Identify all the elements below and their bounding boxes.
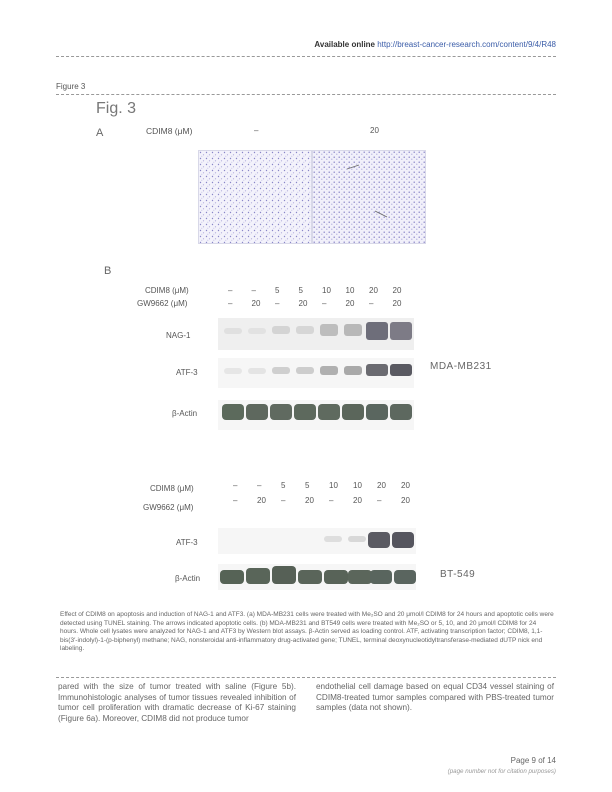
available-online-label: Available online	[314, 40, 375, 49]
panel-b-lane-gw-value: –	[369, 299, 374, 308]
actin-bands	[220, 566, 416, 584]
panel-c-lane-gw-value: –	[329, 496, 334, 505]
article-url-link[interactable]: http://breast-cancer-research.com/conten…	[377, 40, 556, 49]
panel-b-lane-cdim-value: 5	[275, 286, 280, 295]
apoptosis-arrow-icon	[374, 210, 388, 218]
panel-c-lane-gw-value: 20	[305, 496, 314, 505]
tunel-image-control	[198, 150, 312, 244]
panel-c-lane-gw-value: –	[377, 496, 382, 505]
caption-divider	[56, 677, 556, 678]
panel-b-lane-cdim-value: 5	[298, 286, 303, 295]
panel-a-letter: A	[96, 127, 104, 139]
panel-b-lane-cdim-value: –	[228, 286, 233, 295]
panel-b-blot-label-nag1: NAG-1	[166, 331, 191, 340]
atf3-bands	[224, 364, 412, 376]
header-divider	[56, 56, 556, 57]
panel-c-lane-gw-value: 20	[257, 496, 266, 505]
panel-b-gw-label: GW9662 (μM)	[137, 299, 188, 308]
panel-b-lane-gw-value: 20	[251, 299, 261, 308]
panel-c-lane-cdim-value: –	[257, 481, 262, 490]
panel-a-condition-control: –	[254, 126, 259, 135]
panel-b-letter: B	[104, 265, 112, 277]
cell-line-label-mda: MDA-MB231	[430, 361, 492, 372]
panel-c-lane-cdim-value: 5	[305, 481, 310, 490]
figure-label: Figure 3	[56, 82, 86, 91]
panel-c-lane-gw-value: 20	[401, 496, 410, 505]
panel-c-cdim-label: CDIM8 (μM)	[150, 484, 194, 493]
journal-header: Available online http://breast-cancer-re…	[314, 40, 556, 49]
panel-a-condition-treated: 20	[370, 126, 379, 135]
panel-b-lane-cdim-value: –	[251, 286, 256, 295]
panel-b-lane-gw-value: 20	[345, 299, 355, 308]
page-number: Page 9 of 14	[510, 756, 556, 765]
panel-b-lane-gw-value: –	[228, 299, 233, 308]
panel-c-blot-label-atf3: ATF-3	[176, 538, 198, 547]
figure-divider	[56, 94, 556, 95]
panel-c-lane-cdim-value: –	[233, 481, 238, 490]
panel-c-lane-cdim-value: 5	[281, 481, 286, 490]
nag1-bands	[224, 322, 412, 340]
panel-c-western-blot	[218, 528, 416, 590]
tunel-image-cdim8	[312, 150, 426, 244]
figure-title: Fig. 3	[96, 100, 137, 117]
atf3-bands	[324, 532, 414, 548]
panel-c-gw-label: GW9662 (μM)	[143, 503, 194, 512]
panel-c-lane-gw-value: 20	[353, 496, 362, 505]
body-text-left: pared with the size of tumor treated wit…	[58, 682, 296, 723]
panel-b-lane-cdim-value: 20	[392, 286, 402, 295]
actin-bands	[222, 404, 412, 420]
panel-c-lane-gw-value: –	[281, 496, 286, 505]
panel-b-lane-cdim-value: 10	[345, 286, 355, 295]
panel-c-lane-cdim-value: 20	[401, 481, 410, 490]
panel-b-blot-label-actin: β-Actin	[172, 409, 198, 418]
body-text-right: endothelial cell damage based on equal C…	[316, 682, 554, 713]
citation-note: (page number not for citation purposes)	[447, 768, 556, 775]
panel-b-lane-gw-value: 20	[392, 299, 402, 308]
panel-b-lane-cdim-value: 20	[369, 286, 378, 295]
panel-b-lane-gw-value: –	[322, 299, 327, 308]
apoptosis-arrow-icon	[346, 164, 360, 170]
panel-c-blot-label-actin: β-Actin	[175, 574, 201, 583]
panel-c-lane-cdim-value: 10	[329, 481, 338, 490]
panel-c-lane-cdim-value: 20	[377, 481, 386, 490]
panel-b-western-blot	[218, 318, 414, 430]
panel-c-lane-gw-value: –	[233, 496, 238, 505]
panel-b-lane-cdim-value: 10	[322, 286, 331, 295]
panel-b-blot-label-atf3: ATF-3	[176, 368, 198, 377]
panel-b-cdim-label: CDIM8 (μM)	[145, 286, 189, 295]
panel-c-lane-cdim-value: 10	[353, 481, 362, 490]
panel-a-cdim-label: CDIM8 (μM)	[146, 126, 193, 136]
panel-b-lane-gw-value: –	[275, 299, 280, 308]
panel-b-lane-gw-value: 20	[298, 299, 308, 308]
figure-caption: Effect of CDIM8 on apoptosis and inducti…	[60, 611, 554, 653]
cell-line-label-bt: BT-549	[440, 569, 476, 580]
